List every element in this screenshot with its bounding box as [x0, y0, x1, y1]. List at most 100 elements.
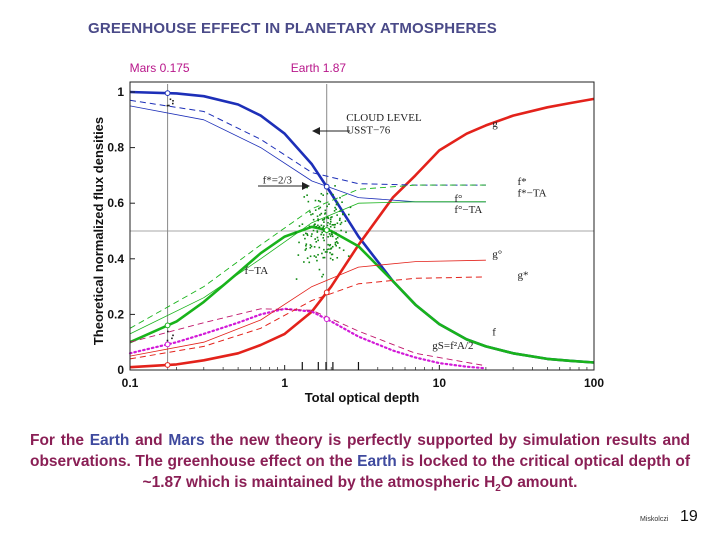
observation-point — [318, 207, 320, 210]
y-tick-label: 0.2 — [107, 307, 124, 321]
observation-point — [327, 216, 329, 219]
observation-point — [318, 246, 321, 249]
observation-point — [313, 246, 316, 248]
curve-annotation: f−TA — [245, 265, 269, 277]
observation-point — [335, 244, 337, 247]
observation-point — [302, 234, 305, 236]
series-3 — [128, 307, 487, 370]
observation-point — [324, 209, 327, 212]
observation-point — [342, 213, 344, 216]
observation-point — [332, 193, 334, 196]
crossing-marker — [323, 227, 330, 233]
observation-point — [295, 278, 298, 280]
observation-point — [311, 233, 313, 235]
curve-annotation: f*=2/3 — [263, 175, 293, 187]
observation-point — [319, 214, 321, 216]
curve-annotation: f* — [517, 176, 526, 188]
y-axis-label: Theoretical normalized flux densities — [91, 117, 106, 345]
observation-point — [331, 259, 334, 261]
observation-point — [327, 217, 330, 220]
observation-point — [329, 218, 332, 221]
observation-point — [321, 219, 324, 221]
observation-point — [321, 228, 324, 231]
observation-point — [313, 224, 315, 226]
crossing-marker — [323, 183, 330, 190]
observation-point — [327, 243, 329, 246]
observation-point — [298, 225, 301, 227]
plot-frame — [129, 81, 595, 371]
observation-point — [322, 237, 325, 239]
x-axis-label: Total optical depth — [305, 390, 420, 405]
observation-point — [313, 255, 316, 257]
caption: For the Earth and Mars the new theory is… — [30, 430, 690, 499]
y-tick-label: 0.4 — [107, 252, 124, 266]
curve-annotation: g° — [492, 248, 502, 260]
observation-point — [317, 219, 320, 222]
observation-point — [333, 226, 336, 229]
observation-point — [328, 203, 330, 205]
observation-point — [329, 257, 332, 260]
observation-point — [318, 268, 321, 271]
observation-point — [341, 201, 343, 204]
observation-point — [324, 212, 327, 214]
series-8 — [129, 184, 486, 329]
observation-point — [336, 222, 339, 225]
observation-point — [328, 233, 331, 235]
caption-h2o: H2O amount. — [484, 474, 577, 494]
observation-point — [314, 199, 317, 202]
observation-point — [326, 216, 328, 219]
x-tick-label: 10 — [433, 376, 447, 390]
observation-point — [330, 253, 333, 256]
observation-point — [339, 196, 341, 199]
series-2 — [129, 225, 595, 364]
curve-annotation: f°−TA — [454, 204, 482, 216]
crossing-marker — [323, 316, 330, 322]
observation-point — [326, 192, 329, 195]
series-4 — [129, 99, 486, 186]
vline-label-0: Mars 0.175 — [130, 61, 190, 75]
observation-point — [334, 206, 336, 209]
observation-point — [331, 235, 334, 238]
observation-point — [333, 210, 336, 212]
observation-point — [335, 238, 337, 240]
series-1 — [129, 97, 595, 369]
curve-annotation: CLOUD LEVEL — [346, 112, 422, 124]
observation-point — [314, 238, 316, 240]
observation-point — [320, 192, 323, 195]
observation-point — [317, 224, 319, 227]
observation-point — [316, 259, 318, 262]
x-tick-label: 100 — [584, 376, 604, 390]
observation-point — [316, 215, 319, 218]
observation-point — [349, 206, 352, 209]
observation-point — [326, 205, 328, 208]
observation-point — [310, 213, 312, 216]
observation-point — [320, 224, 323, 227]
observation-point — [309, 255, 312, 258]
vline-label-1: Earth 1.87 — [291, 61, 347, 75]
y-tick-label: 0 — [117, 363, 124, 377]
observation-point — [330, 231, 333, 233]
observation-point — [331, 224, 334, 226]
observation-point — [330, 248, 332, 250]
observation-point — [317, 239, 319, 242]
mars-observation-point — [169, 98, 172, 101]
observation-point — [328, 244, 331, 247]
observation-point — [342, 249, 345, 252]
observation-point — [308, 261, 311, 264]
observation-point — [334, 243, 337, 246]
observation-point — [314, 209, 317, 211]
mars-observation-point — [172, 99, 174, 102]
curve-annotation: f*−TA — [517, 187, 546, 199]
observation-point — [303, 196, 306, 198]
observation-point — [328, 248, 330, 250]
observation-point — [344, 220, 347, 222]
observation-point — [316, 236, 319, 239]
observation-point — [306, 194, 308, 197]
observation-point — [331, 253, 334, 256]
caption-earth-1: Earth — [89, 432, 130, 449]
observation-point — [309, 211, 311, 213]
observation-point — [316, 230, 319, 232]
caption-text-3: the new theory is perfectly supported by… — [30, 432, 691, 470]
observation-point — [317, 199, 320, 202]
observation-point — [311, 213, 314, 215]
